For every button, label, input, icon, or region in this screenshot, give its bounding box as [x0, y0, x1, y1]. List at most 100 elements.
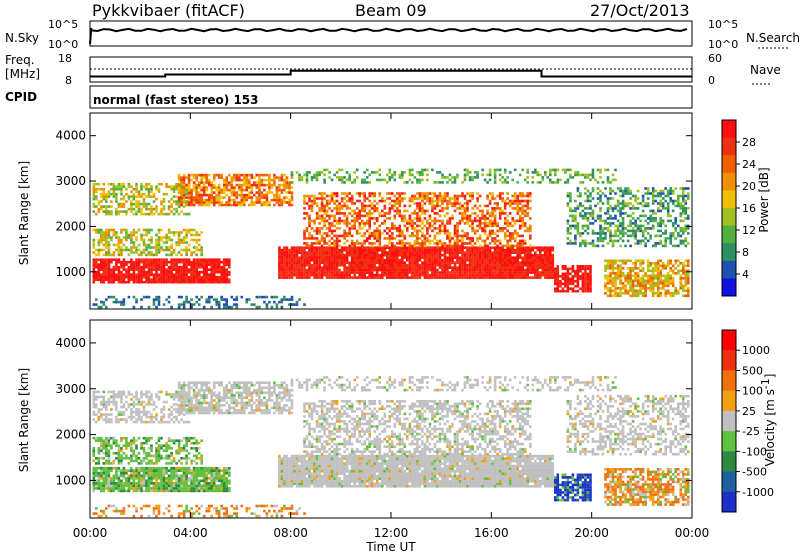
- range-cell: [529, 248, 532, 252]
- range-cell: [541, 176, 545, 179]
- range-cell: [624, 279, 627, 283]
- range-cell: [468, 219, 472, 223]
- range-cell: [518, 207, 522, 210]
- range-cell: [423, 237, 427, 240]
- range-cell: [338, 256, 341, 259]
- range-cell: [353, 224, 356, 228]
- range-cell: [443, 261, 447, 264]
- range-cell: [428, 227, 432, 230]
- range-cell: [523, 194, 527, 198]
- range-cell: [225, 260, 228, 264]
- range-cell: [579, 270, 582, 273]
- range-cell: [335, 266, 339, 269]
- range-cell: [353, 181, 356, 184]
- range-cell: [197, 260, 201, 264]
- range-cell: [375, 266, 379, 269]
- range-cell: [498, 212, 502, 215]
- range-cell: [375, 237, 379, 240]
- range-cell: [125, 273, 128, 276]
- range-cell: [599, 207, 602, 210]
- range-cell: [303, 258, 306, 262]
- range-cell: [140, 270, 143, 274]
- range-cell: [97, 228, 101, 232]
- range-cell: [330, 209, 334, 213]
- range-cell: [428, 253, 432, 257]
- range-cell: [313, 248, 316, 252]
- range-cell: [574, 224, 577, 228]
- range-cell: [599, 224, 602, 228]
- range-cell: [666, 282, 670, 285]
- range-cell: [305, 251, 309, 254]
- range-cell: [192, 173, 196, 177]
- range-cell: [315, 248, 319, 252]
- range-cell: [303, 266, 306, 269]
- range-cell: [215, 186, 218, 189]
- range-cell: [240, 196, 244, 199]
- range-cell: [476, 237, 479, 240]
- range-cell: [418, 237, 422, 240]
- range-cell: [182, 193, 186, 197]
- range-cell: [175, 273, 178, 276]
- range-cell: [393, 263, 397, 267]
- range-cell: [320, 207, 324, 210]
- range-cell: [521, 192, 524, 195]
- range-cell: [230, 191, 234, 194]
- range-cell: [175, 270, 178, 274]
- range-cell: [318, 232, 321, 235]
- range-cell: [629, 189, 632, 193]
- range-cell: [546, 263, 550, 267]
- range-cell: [145, 246, 148, 249]
- range-cell: [403, 268, 407, 272]
- range-cell: [167, 275, 171, 279]
- range-cell: [531, 276, 535, 279]
- range-cell: [283, 273, 286, 277]
- range-cell: [285, 181, 289, 184]
- range-cell: [408, 251, 412, 254]
- range-cell: [604, 264, 607, 268]
- range-cell: [122, 182, 126, 186]
- range-cell: [426, 209, 429, 213]
- range-cell: [378, 244, 382, 248]
- range-cell: [250, 203, 254, 207]
- range-cell: [671, 294, 675, 298]
- range-cell: [466, 276, 469, 279]
- range-cell: [212, 280, 216, 284]
- range-cell: [175, 280, 178, 284]
- range-cell: [358, 256, 361, 259]
- range-cell: [300, 246, 304, 249]
- range-cell: [147, 192, 151, 196]
- range-cell: [167, 273, 171, 276]
- range-cell: [195, 260, 198, 264]
- range-cell: [403, 261, 407, 264]
- range-cell: [340, 246, 344, 249]
- range-cell: [373, 204, 376, 208]
- range-cell: [629, 267, 632, 270]
- range-cell: [646, 282, 650, 285]
- range-cell: [137, 258, 141, 261]
- range-cell: [135, 231, 138, 234]
- range-cell: [599, 199, 602, 203]
- range-cell: [486, 217, 489, 220]
- range-cell: [463, 232, 467, 235]
- range-cell: [343, 234, 346, 238]
- range-cell: [609, 279, 612, 283]
- range-cell: [378, 248, 382, 252]
- range-cell: [205, 258, 208, 261]
- range-cell: [107, 192, 111, 196]
- range-cell: [182, 186, 186, 189]
- range-cell: [629, 279, 632, 283]
- range-cell: [197, 243, 201, 247]
- range-cell: [335, 212, 339, 215]
- range-cell: [398, 239, 402, 243]
- range-cell: [493, 178, 497, 182]
- range-cell: [325, 246, 329, 249]
- range-cell: [283, 276, 286, 279]
- range-cell: [368, 192, 371, 195]
- range-cell: [531, 268, 535, 272]
- range-cell: [501, 248, 504, 252]
- range-cell: [466, 168, 469, 172]
- range-cell: [152, 212, 156, 216]
- range-cell: [651, 292, 655, 295]
- range-cell: [391, 261, 394, 264]
- range-cell: [142, 200, 146, 203]
